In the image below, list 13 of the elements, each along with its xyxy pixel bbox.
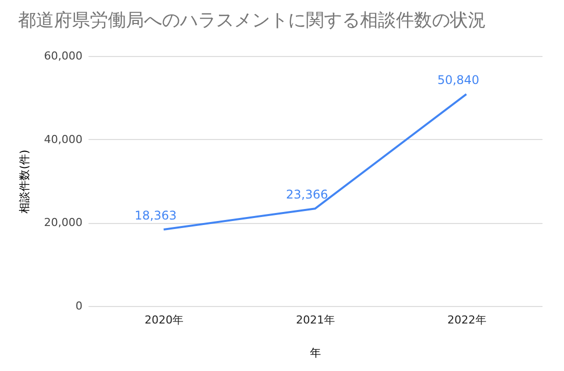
y-tick-label: 0 xyxy=(76,300,82,312)
y-axis-title: 相談件数(件) xyxy=(18,150,32,214)
data-label: 18,363 xyxy=(134,208,177,222)
y-tick-label: 40,000 xyxy=(44,132,82,146)
y-tick-label: 20,000 xyxy=(44,216,82,230)
x-axis-title: 年 xyxy=(310,346,321,360)
x-tick-label: 2020年 xyxy=(144,314,184,326)
data-label: 50,840 xyxy=(437,73,480,88)
data-label: 23,366 xyxy=(286,188,328,202)
x-tick-label: 2022年 xyxy=(447,314,486,326)
x-tick-label: 2021年 xyxy=(296,314,335,326)
chart-title: 都道府県労働局へのハラスメントに関する相談件数の状況 xyxy=(18,10,486,31)
y-tick-label: 60,000 xyxy=(44,50,82,62)
